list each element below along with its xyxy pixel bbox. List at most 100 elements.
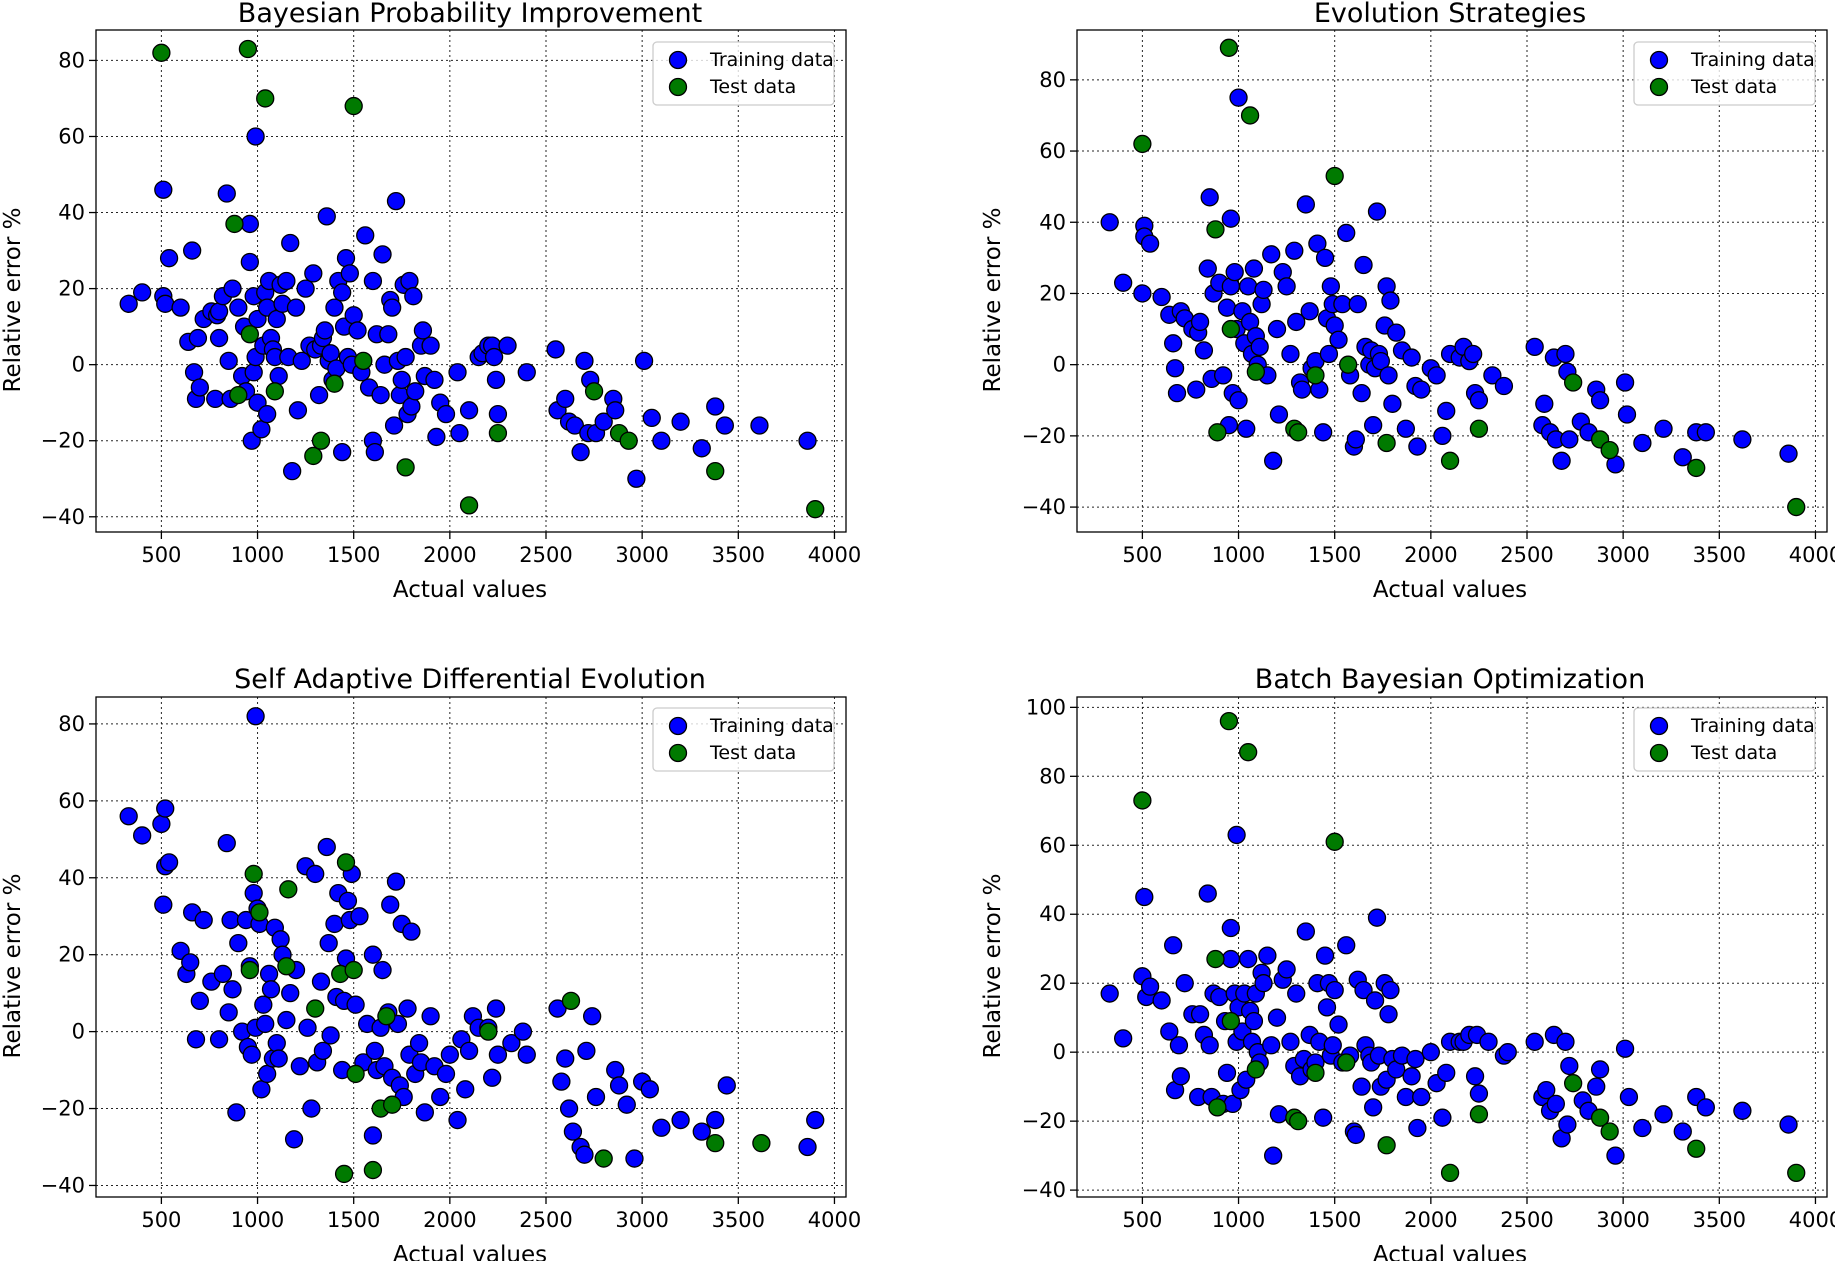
- training-point: [386, 191, 406, 211]
- training-point: [1198, 259, 1217, 278]
- training-point: [317, 837, 336, 857]
- training-point: [133, 826, 152, 845]
- training-point: [363, 271, 383, 291]
- training-point: [379, 325, 398, 344]
- test-point: [1590, 1108, 1610, 1127]
- x-tick-label: 1500: [327, 543, 380, 567]
- training-point: [1317, 998, 1337, 1017]
- training-point: [1590, 1060, 1610, 1079]
- training-point: [586, 1087, 606, 1107]
- y-tick-label: −20: [41, 429, 85, 453]
- test-point: [1206, 949, 1225, 969]
- training-point: [363, 945, 383, 964]
- training-point: [692, 1122, 711, 1141]
- training-point: [546, 340, 565, 359]
- training-point: [1200, 1036, 1219, 1055]
- training-point: [1262, 245, 1281, 264]
- test-point: [306, 999, 325, 1018]
- test-point: [1787, 1163, 1806, 1183]
- training-point: [1412, 1087, 1431, 1107]
- training-point: [609, 1076, 629, 1095]
- training-point: [1325, 980, 1344, 1000]
- training-point: [1556, 344, 1575, 364]
- test-point: [354, 351, 373, 371]
- test-point: [240, 325, 259, 344]
- training-point: [1387, 323, 1406, 342]
- training-point: [1433, 1108, 1452, 1127]
- training-point: [311, 972, 331, 991]
- training-point: [1498, 1043, 1517, 1062]
- training-point: [313, 1041, 333, 1060]
- test-point: [459, 496, 479, 515]
- training-point: [398, 999, 417, 1018]
- training-point: [436, 404, 456, 424]
- training-point: [548, 999, 567, 1018]
- training-point: [1319, 344, 1339, 364]
- plot-area: [1077, 697, 1827, 1197]
- training-point: [1198, 884, 1217, 903]
- training-point: [290, 1057, 309, 1076]
- test-point: [363, 1160, 383, 1180]
- training-point: [1160, 1022, 1179, 1041]
- training-point: [381, 895, 400, 914]
- training-point: [1315, 946, 1335, 965]
- training-point: [227, 1103, 246, 1122]
- test-point: [383, 1095, 402, 1114]
- test-point: [240, 960, 259, 980]
- test-point: [311, 431, 331, 450]
- training-point: [1164, 936, 1183, 955]
- training-point: [119, 294, 138, 313]
- training-point: [281, 984, 300, 1003]
- x-tick-label: 3000: [1596, 543, 1649, 567]
- training-point: [269, 366, 288, 386]
- y-tick-label: 100: [1026, 695, 1066, 719]
- training-point: [281, 233, 300, 253]
- training-point: [1558, 1115, 1577, 1134]
- training-point: [1673, 1122, 1692, 1141]
- training-point: [1367, 908, 1387, 927]
- training-point: [298, 1018, 317, 1037]
- test-series: [152, 39, 825, 519]
- test-point: [594, 1149, 613, 1168]
- training-point: [258, 404, 277, 424]
- training-point: [513, 1022, 533, 1041]
- training-point: [1337, 936, 1356, 955]
- training-point: [652, 431, 671, 450]
- training-point: [344, 306, 363, 325]
- training-point: [1258, 946, 1277, 965]
- training-point: [1267, 319, 1287, 339]
- training-point: [556, 1049, 575, 1068]
- plot-area: [1077, 30, 1827, 532]
- training-point: [640, 1080, 659, 1099]
- test-point: [238, 39, 258, 59]
- test-point: [1246, 1060, 1265, 1079]
- training-point: [306, 864, 325, 884]
- test-point: [1564, 373, 1583, 392]
- training-point: [194, 910, 213, 930]
- y-tick-label: 80: [1039, 764, 1066, 788]
- training-point: [571, 442, 590, 462]
- training-point: [1354, 980, 1373, 1000]
- training-point: [383, 298, 402, 317]
- training-point: [1239, 949, 1258, 969]
- training-point: [1281, 1032, 1300, 1051]
- training-point: [1469, 1084, 1489, 1103]
- training-point: [261, 980, 281, 999]
- training-point: [1277, 277, 1296, 296]
- training-point: [1323, 1036, 1342, 1055]
- legend-training-marker: [668, 716, 688, 736]
- training-point: [1469, 391, 1489, 410]
- training-point: [1615, 373, 1635, 392]
- x-tick-label: 2500: [1500, 1208, 1553, 1232]
- training-point: [1479, 1032, 1498, 1051]
- training-point: [373, 245, 392, 264]
- training-point: [450, 423, 469, 443]
- chart-title: Self Adaptive Differential Evolution: [234, 664, 706, 695]
- training-point: [706, 397, 725, 416]
- training-point: [1296, 195, 1315, 214]
- y-tick-label: 20: [58, 277, 85, 301]
- training-point: [594, 412, 613, 431]
- training-point: [459, 401, 479, 420]
- test-point: [265, 382, 284, 401]
- y-tick-label: −20: [41, 1097, 85, 1121]
